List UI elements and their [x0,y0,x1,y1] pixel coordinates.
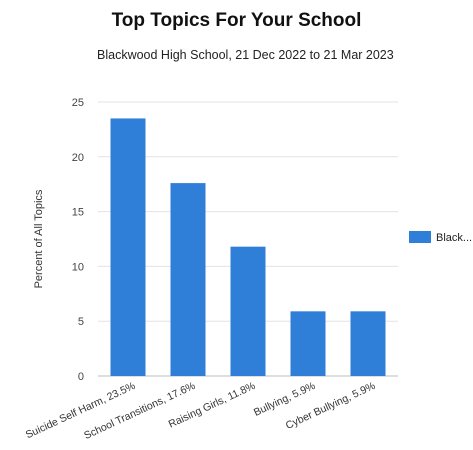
bar [230,246,266,376]
y-tick-label: 0 [78,371,84,383]
bar [110,118,146,376]
y-axis-label: Percent of All Topics [33,189,45,288]
bar [350,311,386,376]
y-tick-label: 25 [72,97,84,109]
x-category-label: Suicide Self Harm, 23.5% [24,380,138,441]
bar [170,183,206,376]
y-tick-label: 5 [78,316,84,328]
x-category-label: School Transitions, 17.6% [82,380,197,442]
y-tick-label: 10 [72,261,84,273]
chart-title: Top Topics For Your School [111,10,362,31]
legend-swatch [409,231,431,243]
chart-subtitle: Blackwood High School, 21 Dec 2022 to 21… [97,48,394,62]
bar [290,311,326,376]
y-tick-label: 15 [72,207,84,219]
y-tick-label: 20 [72,152,84,164]
legend-label: Black... [436,232,472,244]
